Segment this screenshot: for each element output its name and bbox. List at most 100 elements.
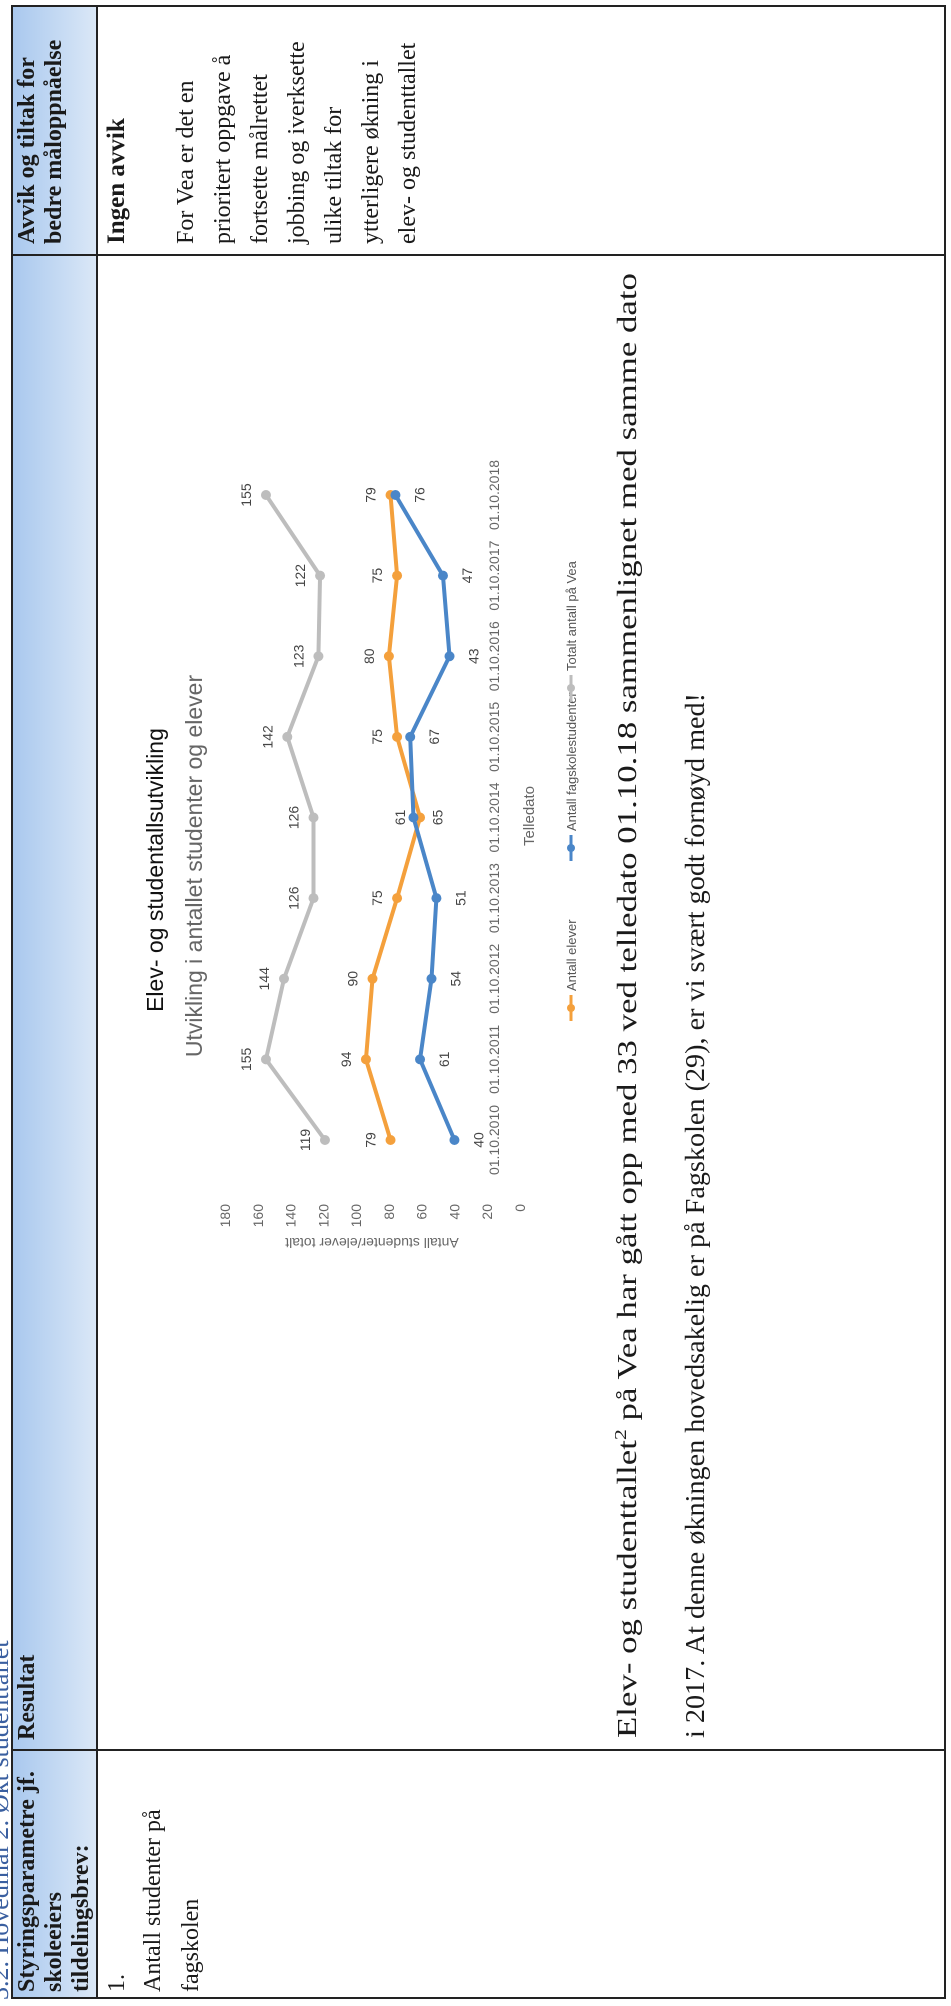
point (431, 893, 442, 904)
result-text: Elev- og studenttallet2 på Vea har gått … (611, 273, 642, 1738)
data-label: 80 (361, 648, 377, 664)
data-label: 79 (363, 1132, 379, 1148)
legend-dot (567, 844, 575, 852)
x-tick-label: 01.10.2018 (486, 460, 502, 530)
point (282, 731, 293, 742)
y-tick-label: 120 (315, 1204, 331, 1228)
text-run: Elev- og studenttallet (612, 1439, 642, 1738)
data-label: 65 (429, 810, 445, 826)
point (315, 570, 326, 581)
data-label: 126 (286, 886, 302, 910)
y-tick-label: 40 (446, 1204, 462, 1220)
table-border (11, 5, 946, 1999)
point (313, 651, 324, 662)
point (444, 651, 455, 662)
y-tick-label: 140 (283, 1204, 299, 1228)
deviation-line: For Vea er det en (173, 81, 199, 245)
data-label: 142 (259, 725, 275, 749)
point (437, 570, 448, 581)
point (405, 731, 416, 742)
data-label: 155 (238, 483, 254, 507)
data-label: 79 (363, 487, 379, 503)
point (260, 1054, 271, 1065)
chart-subtitle: Utvikling i antallet studenter og elever (181, 675, 207, 1058)
deviation-line: elev- og studenttallet (395, 42, 421, 244)
data-label: 67 (426, 729, 442, 745)
x-tick-label: 01.10.2011 (486, 1025, 502, 1094)
data-label: 123 (290, 644, 306, 668)
parameter: fagskolen (178, 1899, 204, 1992)
point (408, 812, 419, 823)
point (383, 651, 394, 662)
data-label: 122 (292, 564, 308, 588)
data-label: 94 (338, 1051, 354, 1067)
header-cell: tildelingsbrev: (68, 1844, 94, 1992)
x-tick-label: 01.10.2017 (486, 540, 502, 610)
parameter: Antall studenter på (140, 1809, 166, 1992)
deviation-line: ulike tiltak for (321, 107, 347, 244)
deviation-line: prioritert oppgave å (210, 54, 236, 244)
x-tick-label: 01.10.2015 (486, 702, 502, 772)
point (260, 490, 271, 500)
header-fill (12, 6, 97, 1998)
result-text: i 2017. At denne økningen hovedsakelig e… (680, 693, 710, 1738)
text-run: på Vea har gått opp med 33 ved telledato… (612, 273, 642, 1429)
data-label: 75 (369, 890, 385, 906)
data-label: 40 (470, 1132, 486, 1148)
point (392, 731, 403, 742)
y-axis-title: Antall studenter/elever totalt (285, 1235, 459, 1251)
data-label: 126 (286, 806, 302, 830)
point (449, 1135, 460, 1145)
row-number: 1. (104, 1974, 130, 1992)
legend-label: Antall elever (564, 919, 579, 991)
x-tick-label: 01.10.2012 (486, 944, 502, 1014)
point (360, 1054, 371, 1065)
point (426, 973, 437, 984)
deviation-line: fortsette målrettet (247, 74, 273, 244)
data-label: 144 (256, 967, 272, 991)
legend-dot (567, 684, 575, 692)
y-tick-label: 0 (512, 1204, 528, 1212)
point (392, 570, 403, 581)
data-label: 155 (238, 1047, 254, 1071)
data-label: 51 (452, 890, 468, 906)
y-tick-label: 100 (348, 1204, 364, 1228)
data-label: 90 (345, 971, 361, 987)
data-label: 75 (369, 729, 385, 745)
x-tick-label: 01.10.2010 (486, 1105, 502, 1175)
x-tick-label: 01.10.2014 (486, 782, 502, 852)
data-label: 61 (436, 1051, 452, 1067)
point (279, 973, 289, 984)
legend-label: Totalt antall på Vea (564, 560, 579, 671)
header-cell: Avvik og tiltak for (14, 57, 40, 244)
header-cell: bedre måloppnåelse (41, 39, 67, 244)
data-label: 43 (466, 648, 482, 664)
data-label: 76 (411, 487, 427, 503)
y-tick-label: 20 (479, 1204, 495, 1220)
header-cell: Resultat (14, 1655, 40, 1740)
point (367, 973, 378, 984)
point (385, 1135, 396, 1145)
legend-dot (567, 1004, 575, 1012)
data-label: 119 (297, 1129, 313, 1152)
point (308, 893, 319, 904)
y-tick-label: 160 (250, 1204, 266, 1228)
deviation-line: jobbing og iverksette (284, 41, 310, 245)
header-cell: skoleeiers (41, 1892, 67, 1992)
point (319, 1135, 330, 1145)
point (415, 1054, 426, 1065)
deviation-line: ytterligere økning i (358, 60, 384, 244)
x-tick-label: 01.10.2016 (486, 621, 502, 691)
data-label: 75 (369, 568, 385, 584)
point (308, 812, 319, 823)
y-tick-label: 60 (414, 1204, 430, 1220)
point (390, 490, 401, 500)
point (392, 893, 403, 904)
data-label: 61 (392, 810, 408, 826)
data-label: 54 (448, 971, 464, 987)
y-tick-label: 80 (381, 1204, 397, 1220)
deviation-title: Ingen avvik (103, 118, 130, 244)
